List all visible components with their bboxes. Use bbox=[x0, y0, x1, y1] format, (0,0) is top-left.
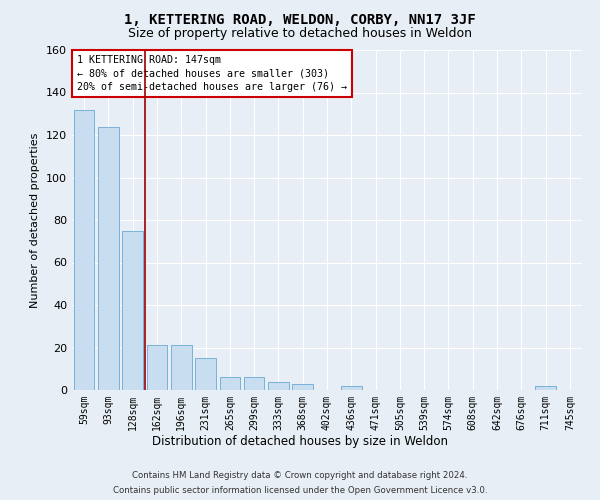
Bar bbox=[244, 377, 265, 390]
Text: Contains public sector information licensed under the Open Government Licence v3: Contains public sector information licen… bbox=[113, 486, 487, 495]
Bar bbox=[292, 384, 313, 390]
Bar bbox=[171, 346, 191, 390]
Bar bbox=[341, 386, 362, 390]
Bar bbox=[98, 126, 119, 390]
Bar bbox=[268, 382, 289, 390]
Bar bbox=[122, 230, 143, 390]
Y-axis label: Number of detached properties: Number of detached properties bbox=[31, 132, 40, 308]
Text: Size of property relative to detached houses in Weldon: Size of property relative to detached ho… bbox=[128, 28, 472, 40]
Bar bbox=[195, 358, 216, 390]
Text: 1 KETTERING ROAD: 147sqm
← 80% of detached houses are smaller (303)
20% of semi-: 1 KETTERING ROAD: 147sqm ← 80% of detach… bbox=[77, 55, 347, 92]
Text: 1, KETTERING ROAD, WELDON, CORBY, NN17 3JF: 1, KETTERING ROAD, WELDON, CORBY, NN17 3… bbox=[124, 12, 476, 26]
Text: Distribution of detached houses by size in Weldon: Distribution of detached houses by size … bbox=[152, 435, 448, 448]
Bar bbox=[74, 110, 94, 390]
Bar bbox=[220, 377, 240, 390]
Text: Contains HM Land Registry data © Crown copyright and database right 2024.: Contains HM Land Registry data © Crown c… bbox=[132, 471, 468, 480]
Bar bbox=[535, 386, 556, 390]
Bar bbox=[146, 346, 167, 390]
